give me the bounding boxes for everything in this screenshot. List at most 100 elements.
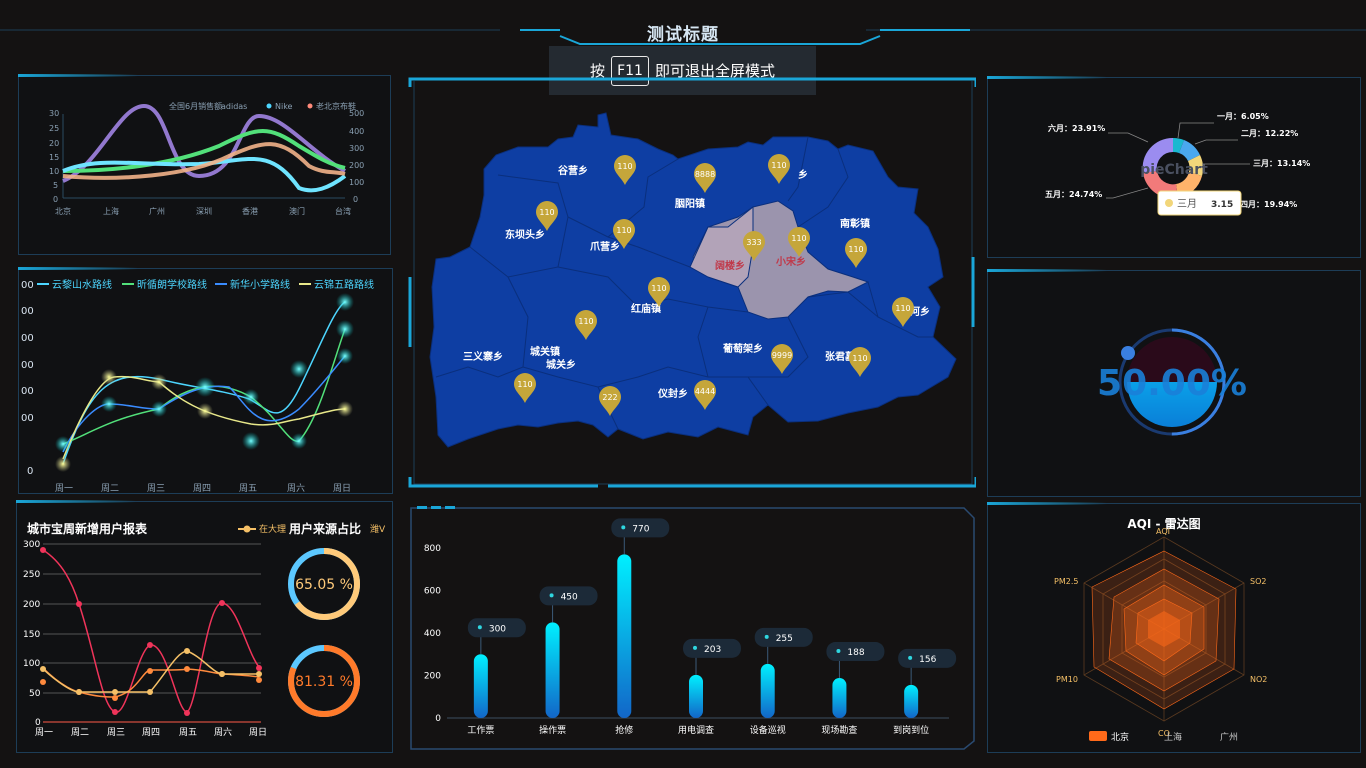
legend-route-4: 云锦五路路线 [314,278,374,291]
bar[interactable] [760,663,775,718]
map-pin[interactable]: 110 [845,238,867,268]
bar-value-label: 156 [919,655,936,665]
svg-text:广州: 广州 [149,206,165,216]
bar[interactable] [689,674,703,718]
radar-legend-guangzhou[interactable]: 广州 [1220,731,1238,743]
map-pin[interactable]: 110 [614,155,636,185]
fullscreen-tip: 按 F11 即可退出全屏模式 [549,46,816,95]
bar-value-label: 255 [776,634,793,644]
bar[interactable] [473,654,488,718]
svg-text:300: 300 [349,144,364,153]
gauge-progress-arc [1118,328,1226,436]
fullscreen-tip-after: 即可退出全屏模式 [654,62,775,80]
svg-text:周六: 周六 [287,482,305,494]
map-pin-value: 110 [517,380,532,389]
radar-panel: AQI - 雷达图 AQI SO2 NO2 CO PM10 PM2.5 北京 上… [987,502,1361,753]
svg-text:三月: 三月 [1177,198,1197,210]
bar[interactable] [545,622,560,718]
svg-text:3.15: 3.15 [1211,200,1233,210]
map-pin[interactable]: 110 [768,154,790,184]
map-pin[interactable]: 110 [648,277,670,307]
map-county-shape[interactable] [429,112,957,448]
map-pin-value: 110 [651,284,666,293]
map-pin[interactable]: 4444 [694,380,716,410]
bar[interactable] [832,678,847,718]
map-pin[interactable]: 110 [788,227,810,257]
ring-2-arc [288,645,360,717]
svg-text:400: 400 [349,127,364,136]
map-pin-value: 110 [895,304,910,313]
map-pin[interactable]: 110 [613,219,635,249]
svg-text:周三: 周三 [107,727,125,738]
bar-value-dot [764,634,769,639]
weekly-legend: 在大理 [238,523,286,535]
map-pin[interactable]: 110 [849,347,871,377]
map-pin[interactable]: 110 [575,309,597,340]
region-label-yifeng: 仪封乡 [657,387,688,400]
radar-axis-aqi: AQI [1156,527,1170,536]
svg-text:周四: 周四 [193,483,211,494]
bar[interactable] [904,684,919,718]
bar-y-tick: 600 [424,587,441,597]
pie-slice-feb[interactable] [1179,140,1200,161]
svg-text:100: 100 [349,178,364,187]
bars: 300 工作票 450 操作票 770 抢修 203 用电调查 255 设备巡视 188 现场勘查 15… [467,518,957,736]
map-pin[interactable]: 333 [743,231,765,261]
region-label-dongbatou: 东坝头乡 [505,228,545,241]
bar-value-badge [826,642,885,662]
pie-slice-mar[interactable] [1188,155,1204,176]
svg-text:5: 5 [53,181,58,190]
svg-text:00: 00 [21,413,34,424]
pie-tooltip: 三月 3.15 [1157,190,1242,216]
ring-2-value: 81.31 % [295,674,353,690]
map-pin-value: 110 [791,234,806,243]
map-pin[interactable]: 110 [536,201,558,231]
f11-key: F11 [611,55,649,86]
map-pin[interactable]: 8888 [694,163,716,193]
pie-source-tag: 潍V [370,523,386,535]
svg-text:深圳: 深圳 [196,206,212,216]
gauge-value: 50.00% [1097,363,1247,404]
map-pin[interactable]: 110 [892,297,914,327]
svg-text:周四: 周四 [142,727,160,738]
map-panel: 谷营乡 胭阳镇 东坝头乡 爪营乡 南彰镇 小宋乡 阔楼乡 红庙镇 三义寨乡 城关… [408,77,978,488]
legend-adidas: adidas [221,102,247,111]
left-axis-ticks: 30 25 20 15 10 5 0 [49,109,59,204]
bar-category-label: 到岗到位 [893,724,929,736]
svg-text:00: 00 [21,333,34,344]
map-pin[interactable]: 222 [599,386,621,416]
pie-label-mar: 三月：13.14% [1253,159,1310,168]
svg-text:香港: 香港 [242,206,258,216]
svg-text:0: 0 [353,195,358,204]
route-x-ticks: 周一 周二 周三 周四 周五 周六 周日 [55,482,351,494]
radar-axis-co: CO [1158,729,1170,738]
svg-text:周二: 周二 [71,727,89,738]
pie-slice-jan[interactable] [1173,137,1184,153]
svg-text:25: 25 [49,124,59,133]
map-pin-value: 333 [746,238,761,247]
map-pin-value: 9999 [772,351,792,360]
bar-value-dot [693,645,697,650]
radar-legend-beijing[interactable]: 北京 [1111,731,1129,743]
svg-text:30: 30 [49,109,59,118]
radar-legend[interactable]: 北京 上海 广州 [1089,731,1238,743]
svg-text:50: 50 [29,689,41,699]
svg-text:00: 00 [21,386,34,397]
map-pin[interactable]: 9999 [771,344,793,374]
pie-panel: pieChart 一月：6.05% 二月：12.22% 三月：13.14% 四月… [987,76,1361,258]
route-y-ticks: 00 00 00 00 00 00 0 [21,280,34,477]
bar-y-tick: 400 [424,629,441,639]
gauge-chart: 50.00% [1097,328,1247,436]
pie-slice-jun[interactable] [1142,137,1173,173]
svg-text:00: 00 [21,360,34,371]
map-pin-value: 110 [852,354,867,363]
bar-y-ticks: 0 200 400 600 800 [424,544,441,724]
map-pin[interactable]: 110 [514,373,536,403]
region-label-xiang: 乡 [798,168,808,181]
bar-value-badge [683,638,741,658]
bar-value-badge [539,586,598,606]
bar[interactable] [617,554,632,718]
ring-1-value: 65.05 % [295,577,353,593]
radar-legend-shanghai[interactable]: 上海 [1164,731,1182,743]
svg-text:北京: 北京 [55,206,71,216]
